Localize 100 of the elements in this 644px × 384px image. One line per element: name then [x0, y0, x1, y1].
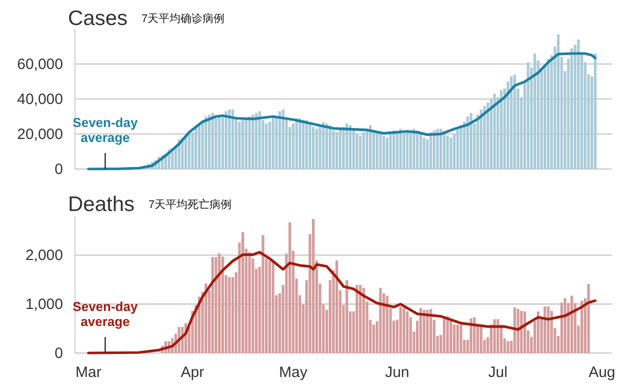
y-tick-label: 0 — [54, 161, 63, 178]
x-tick-label: Jun — [385, 364, 410, 381]
bar — [295, 118, 298, 169]
bar — [419, 308, 422, 353]
bar — [450, 320, 452, 353]
bar — [426, 310, 429, 353]
bar — [194, 127, 198, 169]
bar — [198, 124, 200, 169]
bar — [302, 120, 305, 169]
bar — [389, 132, 392, 169]
bar — [262, 235, 264, 353]
bar — [358, 136, 362, 169]
bar — [362, 288, 365, 353]
bar — [580, 300, 584, 353]
x-tick-label: Mar — [76, 364, 102, 381]
bar — [396, 132, 399, 169]
bar — [335, 260, 338, 353]
bar — [272, 262, 274, 353]
bar — [358, 284, 362, 353]
bar — [356, 134, 358, 169]
bar — [335, 132, 338, 169]
bar — [446, 136, 449, 169]
bar — [446, 316, 449, 353]
bar — [218, 116, 221, 169]
bar — [506, 341, 510, 353]
bar — [204, 116, 208, 169]
bar — [450, 138, 452, 169]
bar — [315, 128, 318, 169]
bar — [510, 76, 513, 169]
bar — [308, 124, 312, 169]
bar — [480, 110, 482, 169]
bar — [312, 218, 315, 353]
bar — [221, 256, 224, 353]
bar — [224, 111, 228, 169]
bar — [305, 120, 308, 169]
bar — [587, 284, 590, 353]
bar — [483, 106, 486, 169]
bar — [264, 124, 268, 169]
bar — [242, 232, 244, 353]
bar — [382, 136, 386, 169]
bar — [466, 116, 469, 169]
bar — [399, 306, 402, 353]
bar — [460, 324, 462, 353]
bar — [556, 34, 560, 169]
bar — [318, 125, 322, 169]
x-tick-label: May — [278, 364, 308, 381]
bar — [399, 128, 402, 169]
bar — [325, 124, 328, 169]
y-tick-label: 20,000 — [17, 126, 63, 143]
y-tick-label: 0 — [54, 345, 63, 362]
bar — [278, 111, 282, 169]
y-tick-label: 60,000 — [17, 56, 63, 73]
bar — [346, 280, 348, 353]
bar — [211, 113, 214, 169]
y-tick-label: 1,000 — [25, 296, 63, 314]
bar — [546, 306, 550, 353]
chart-subtitle: 7天平均确诊病例 — [142, 12, 225, 25]
bar — [379, 288, 382, 353]
bar — [442, 132, 446, 169]
y-tick-label: 2,000 — [25, 247, 63, 264]
bar — [386, 296, 388, 353]
bar — [422, 138, 426, 169]
bar — [544, 306, 546, 353]
x-tick-label: Aug — [588, 364, 616, 381]
bar — [493, 319, 496, 353]
bar — [406, 311, 409, 353]
bar — [486, 102, 490, 169]
bar — [470, 318, 472, 353]
bar — [570, 296, 574, 353]
bar — [231, 110, 234, 169]
bar — [252, 114, 254, 169]
bar — [513, 307, 516, 353]
bar — [218, 253, 221, 353]
bar — [513, 74, 516, 169]
annotation: Seven-day average — [72, 115, 138, 145]
bar — [248, 252, 251, 353]
bar — [214, 257, 218, 353]
bar — [493, 94, 496, 169]
bar — [412, 128, 416, 169]
bar — [348, 125, 352, 169]
bar — [409, 132, 412, 169]
bar — [228, 277, 231, 353]
bar — [500, 90, 503, 169]
bar — [228, 110, 231, 169]
bar — [208, 114, 211, 169]
bar — [452, 324, 456, 353]
bar — [456, 128, 459, 169]
bar — [402, 308, 406, 353]
bar — [470, 113, 472, 169]
bar — [211, 257, 214, 353]
x-tick-label: Apr — [180, 364, 204, 381]
bar — [188, 134, 190, 169]
bar — [191, 132, 194, 169]
y-tick-label: 40,000 — [17, 91, 63, 108]
bar — [356, 284, 358, 353]
bar — [342, 127, 345, 169]
bar — [570, 48, 574, 169]
bar — [526, 62, 530, 169]
bar — [564, 298, 566, 353]
x-tick-label: Jul — [488, 364, 508, 381]
